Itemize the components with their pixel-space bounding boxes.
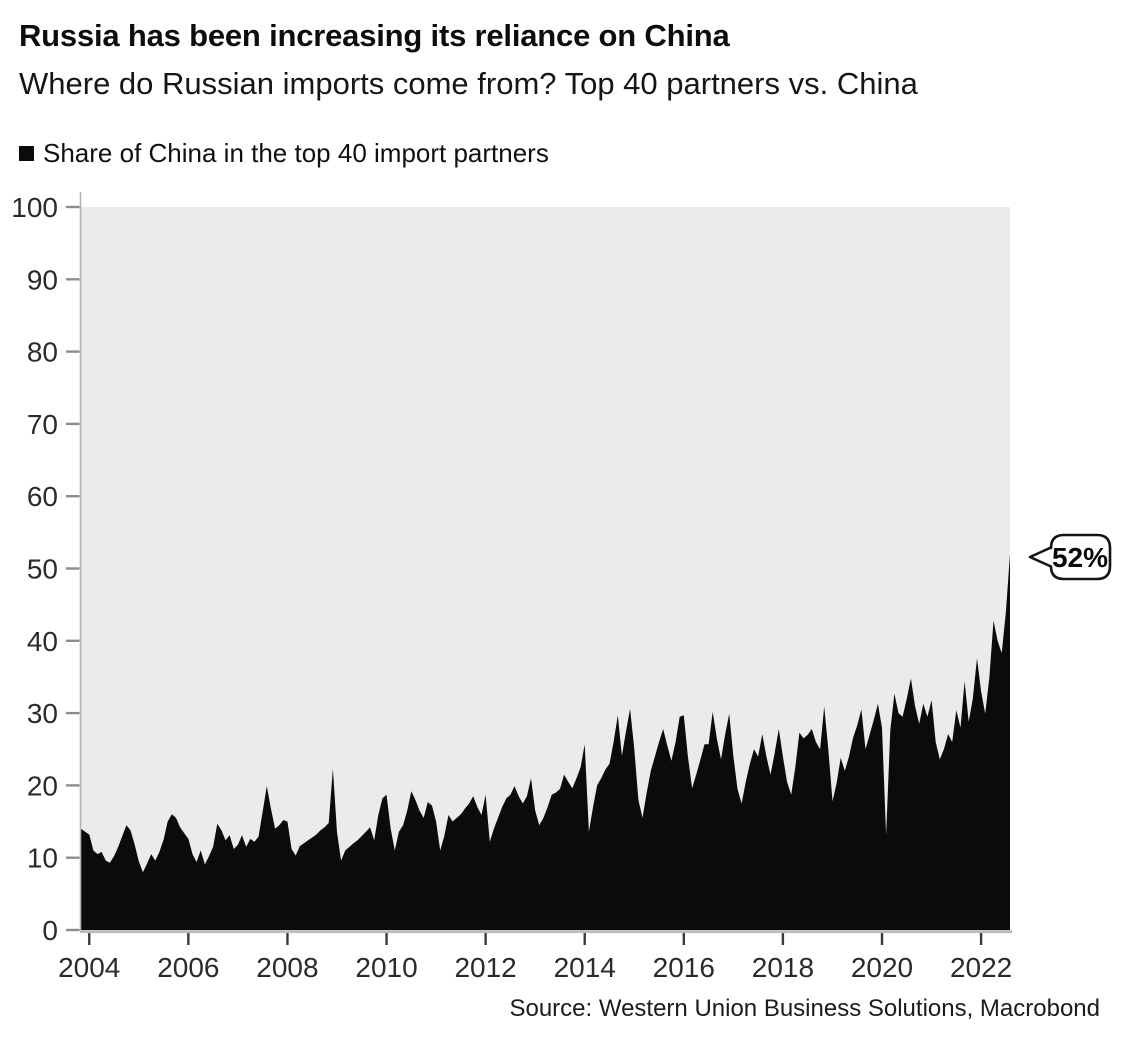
- x-tick-label: 2016: [653, 952, 715, 983]
- x-tick-label: 2006: [157, 952, 219, 983]
- y-tick-label: 20: [27, 770, 58, 801]
- source-attribution: Source: Western Union Business Solutions…: [509, 995, 1100, 1022]
- callout-value: 52%: [1052, 542, 1108, 573]
- chart-title: Russia has been increasing its reliance …: [19, 18, 730, 53]
- y-tick-label: 100: [11, 192, 58, 223]
- x-tick-label: 2022: [950, 952, 1012, 983]
- chart-subtitle: Where do Russian imports come from? Top …: [19, 66, 918, 101]
- x-axis: 2004 2006 2008 2010 2012 2014 2016 2018 2020 2022: [58, 932, 1012, 983]
- y-tick-label: 0: [42, 915, 58, 946]
- legend-label: Share of China in the top 40 import part…: [43, 138, 549, 168]
- x-tick-label: 2018: [752, 952, 814, 983]
- y-tick-label: 80: [27, 337, 58, 368]
- x-tick-label: 2020: [851, 952, 913, 983]
- x-tick-label: 2010: [355, 952, 417, 983]
- y-axis: 0 10 20 30 40 50 60 70 80 90 100: [11, 192, 80, 946]
- y-tick-label: 60: [27, 481, 58, 512]
- y-tick-label: 10: [27, 843, 58, 874]
- y-tick-label: 30: [27, 698, 58, 729]
- x-tick-label: 2014: [554, 952, 616, 983]
- x-tick-label: 2012: [454, 952, 516, 983]
- legend-swatch-icon: [19, 146, 34, 161]
- area-series-china-share: [81, 554, 1010, 930]
- y-tick-label: 90: [27, 264, 58, 295]
- y-tick-label: 50: [27, 554, 58, 585]
- y-tick-label: 70: [27, 409, 58, 440]
- callout-bubble: [1028, 533, 1112, 581]
- legend: Share of China in the top 40 import part…: [19, 138, 549, 169]
- y-tick-label: 40: [27, 626, 58, 657]
- x-tick-label: 2004: [58, 952, 120, 983]
- x-tick-label: 2008: [256, 952, 318, 983]
- callout-52-percent: 52%: [1028, 533, 1112, 581]
